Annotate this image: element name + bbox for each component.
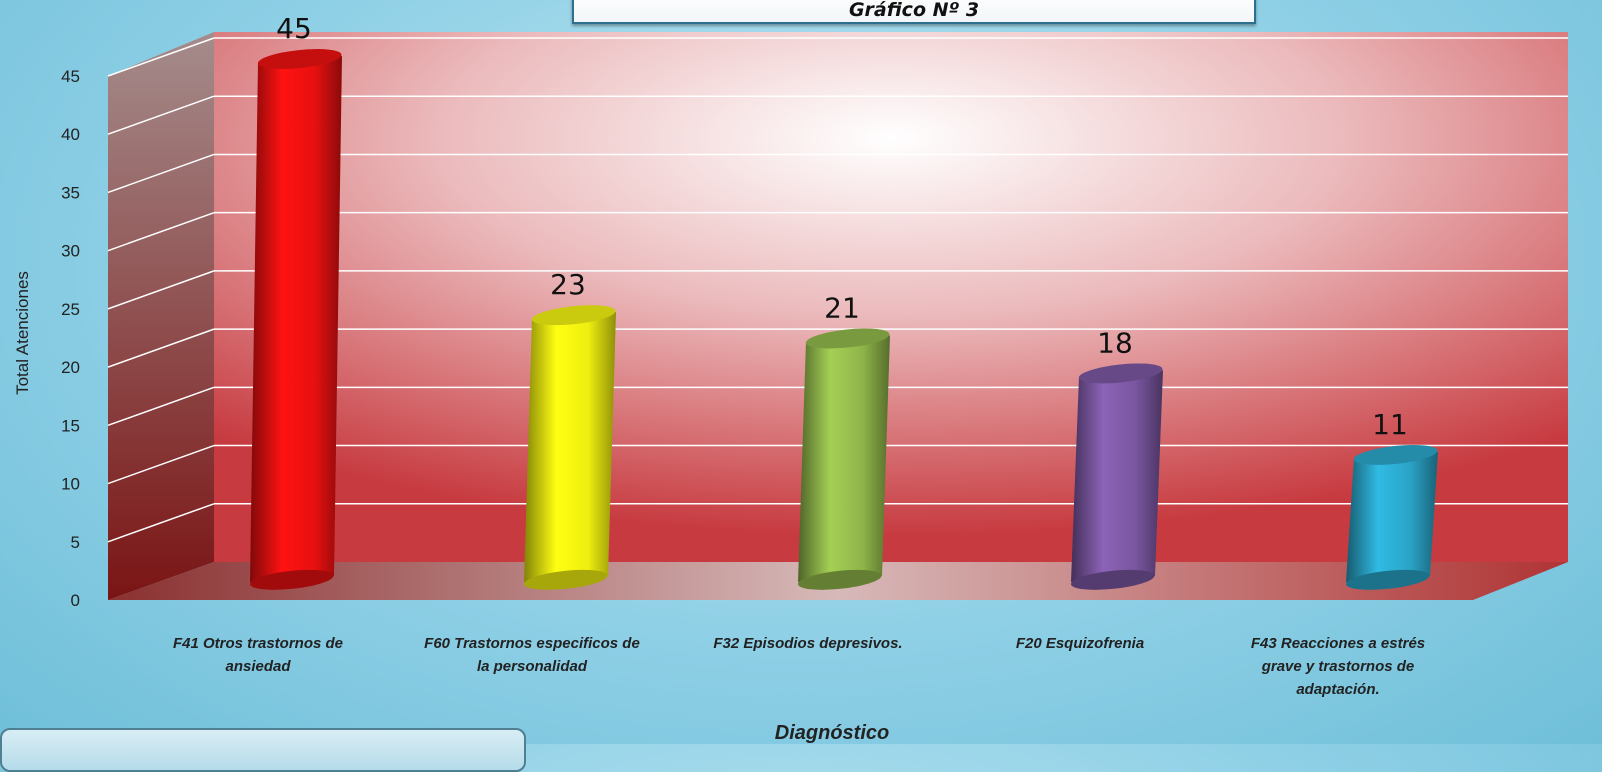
- chart-title: Gráfico Nº 3: [848, 0, 980, 21]
- y-tick-label: 15: [61, 416, 80, 435]
- bar-body: [1071, 370, 1163, 582]
- y-tick-label: 5: [71, 533, 80, 552]
- bar-body: [1346, 451, 1438, 582]
- bar: [249, 49, 342, 590]
- x-axis-title: Diagnóstico: [774, 722, 890, 744]
- bar-top: [531, 305, 616, 326]
- bar: [797, 328, 890, 590]
- gridline-side: [107, 37, 215, 77]
- bar-bottom: [523, 569, 608, 590]
- footer-box: [0, 728, 526, 772]
- data-labels: 45 23 21 18 11: [276, 12, 1408, 441]
- data-label: 18: [1097, 326, 1133, 359]
- y-tick-label: 30: [61, 242, 80, 261]
- gridline-side: [107, 211, 215, 252]
- category-label-line: la personalidad: [476, 658, 588, 675]
- bar-top: [257, 49, 342, 69]
- category-label-line: ansiedad: [225, 658, 291, 675]
- bar-bottom: [1345, 569, 1430, 590]
- category-label: F41 Otros trastornos de ansiedad: [128, 632, 388, 678]
- category-label: F43 Reacciones a estrés grave y trastorno…: [1208, 632, 1468, 701]
- y-axis-label: Total Atenciones: [13, 271, 32, 395]
- data-label: 23: [550, 268, 586, 301]
- bar-bottom: [249, 569, 334, 590]
- y-tick-label: 45: [61, 67, 80, 86]
- chart-title-box: Gráfico Nº 3: [572, 0, 1256, 24]
- bar-top: [1353, 444, 1438, 465]
- gridline-side: [107, 386, 215, 427]
- category-label-line: F41 Otros trastornos de: [172, 635, 344, 652]
- category-label-line: grave y trastornos de: [1261, 658, 1415, 675]
- bar-body: [798, 335, 890, 582]
- data-label: 11: [1372, 408, 1408, 441]
- data-label: 45: [276, 12, 312, 45]
- gridline-side: [107, 328, 215, 368]
- gridline-side: [107, 270, 215, 310]
- bar-bottom: [1070, 569, 1155, 590]
- bar-bottom: [797, 569, 882, 590]
- y-tick-label: 0: [71, 591, 80, 610]
- y-tick-label: 25: [61, 300, 80, 319]
- bar-top: [805, 328, 890, 349]
- category-label-line: F20 Esquizofrenia: [1015, 635, 1145, 652]
- gridline-side: [107, 153, 215, 194]
- bar: [1345, 444, 1438, 590]
- y-tick-labels: 0 5 10 15 20 25 30 35 40 45: [61, 67, 80, 610]
- chart-area: 0 5 10 15 20 25 30 35 40 45 45 23 21 18 11: [61, 12, 1568, 610]
- category-label-line: F32 Episodios depresivos.: [713, 635, 903, 652]
- bar-body: [250, 56, 342, 582]
- bar-top: [1078, 363, 1163, 384]
- bar-body: [524, 312, 616, 582]
- y-tick-label: 40: [61, 125, 80, 144]
- gridline-side: [107, 444, 215, 485]
- category-label: F32 Episodios depresivos.: [678, 632, 938, 655]
- category-label-line: F60 Trastornos especificos de: [424, 635, 640, 652]
- category-label-line: F43 Reacciones a estrés: [1250, 635, 1426, 652]
- gridline-side: [107, 503, 215, 543]
- gridlines: [107, 37, 1568, 543]
- side-wall: [108, 32, 214, 600]
- bars: [249, 49, 1438, 590]
- bar: [1070, 363, 1163, 590]
- gridline-side: [107, 95, 215, 135]
- category-label-line: adaptación.: [1296, 681, 1380, 698]
- y-tick-label: 10: [61, 475, 80, 494]
- category-label: F20 Esquizofrenia: [950, 632, 1210, 655]
- bar: [523, 305, 616, 590]
- y-tick-label: 20: [61, 358, 80, 377]
- y-tick-label: 35: [61, 183, 80, 202]
- data-label: 21: [824, 291, 860, 324]
- category-label: F60 Trastornos especificos de la personal…: [402, 632, 662, 678]
